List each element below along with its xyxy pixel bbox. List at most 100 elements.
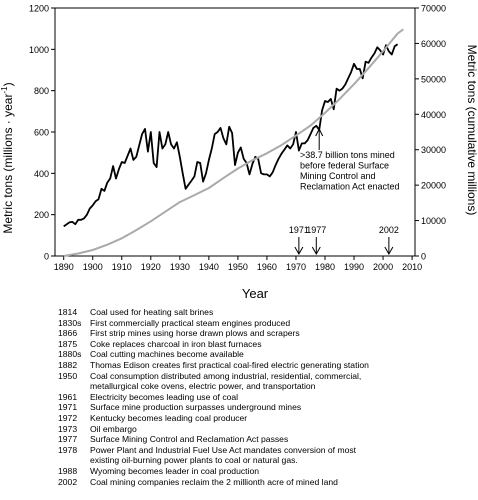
callout-text-line: before federal Surface [300,161,389,171]
timeline-row: 1814 Coal used for heating salt brines [58,307,473,318]
timeline-event: Surface Mining Control and Reclamation A… [90,434,289,445]
y-right-tick-label: 70000 [421,4,446,14]
y-right-tick-label: 50000 [421,74,446,84]
timeline-row: 1977 Surface Mining Control and Reclamati… [58,434,473,445]
timeline-event: Oil embargo [90,423,137,434]
x-tick-label: 1940 [199,262,219,272]
y-right-tick-label: 40000 [421,110,446,120]
timeline-row: 1972 Kentucky becomes leading coal produc… [58,413,473,424]
x-tick-label: 1980 [315,262,335,272]
timeline-row: 1973 Oil embargo [58,424,473,435]
timeline-year: 1977 [58,434,78,445]
timeline-year: 1950 [58,370,78,381]
y-left-tick-label: 800 [34,86,49,96]
x-tick-label: 1990 [344,262,364,272]
y-axis-right-ticks: 0 10000 20000 30000 40000 50000 60000 70000 [415,4,446,262]
y-axis-left-label-superscript: -1 [0,86,9,94]
y-axis-left-label-main: Metric tons (millions · year [1,94,15,234]
y-axis-left-label-close: ) [1,82,15,86]
x-tick-label: 1960 [257,262,277,272]
timeline-event: Coke replaces charcoal in iron blast fur… [90,338,262,349]
timeline-year: 2002 [58,476,78,487]
annotation-year-label: 1977 [306,225,326,235]
callout-text: >38.7 billion tons mined before federal S… [300,150,400,192]
timeline-event: Surface mine production surpasses underg… [90,402,302,413]
timeline-event: Thomas Edison creates first practical co… [90,359,369,370]
callout-text-line: Mining Control and [300,171,376,181]
timeline-event: Coal consumption distributed among indus… [90,370,362,392]
timeline-event: Kentucky becomes leading coal producer [90,412,248,423]
timeline-event: Coal cutting machines become available [90,349,244,360]
x-tick-label: 1890 [54,262,74,272]
x-tick-label: 1950 [228,262,248,272]
timeline-row: 1950 Coal consumption distributed among i… [58,371,473,392]
x-tick-label: 1930 [170,262,190,272]
timeline-row: 1988 Wyoming becomes leader in coal produ… [58,466,473,477]
y-right-tick-label: 30000 [421,145,446,155]
timeline-row: 2002 Coal mining companies reclaim the 2 … [58,477,473,488]
annotation-year-label: 1971 [289,225,309,235]
timeline-event: Power Plant and Industrial Fuel Use Act … [90,444,357,466]
timeline-year: 1880s [58,349,82,360]
timeline-row: 1961 Electricity becomes leading use of c… [58,392,473,403]
x-tick-label: 2010 [402,262,422,272]
callout-arrow-head [315,127,324,137]
timeline-row: 1880s Coal cutting machines become availa… [58,349,473,360]
annotation-year-label: 2002 [379,225,399,235]
timeline-year: 1814 [58,307,78,317]
timeline-event: Wyoming becomes leader in coal productio… [90,465,260,476]
coal-production-chart: 1890 1900 1910 1920 1930 1940 1950 1960 1970 1980… [0,4,478,301]
timeline-year: 1978 [58,444,78,455]
coal-history-timeline: 1814 Coal used for heating salt brines 183… [58,307,473,487]
plot-frame [54,7,416,257]
y-right-tick-label: 0 [421,252,426,262]
plot-border [54,7,416,257]
callout-text-line: Reclamation Act enacted [300,182,400,192]
annual-production-line [63,43,399,228]
y-left-tick-label: 400 [34,169,49,179]
annotation-arrow-head [384,246,394,256]
y-right-tick-label: 60000 [421,39,446,49]
annotation-arrow-head [311,246,321,256]
timeline-event: First commercially practical steam engin… [90,317,291,328]
timeline-row: 1830s First commercially practical steam … [58,318,473,329]
timeline-row: 1882 Thomas Edison creates first practica… [58,360,473,371]
cumulative-production-line [63,28,404,257]
y-right-tick-label: 20000 [421,181,446,191]
y-left-tick-label: 1200 [29,4,49,14]
y-axis-right-label: Metric tons (cumulative millions) [465,45,478,216]
x-tick-label: 1910 [112,262,132,272]
callout-layer: >38.7 billion tons mined before federal S… [300,127,400,192]
y-axis-left-ticks: 0 200 400 600 800 1000 1200 [29,4,55,262]
x-tick-label: 1920 [141,262,161,272]
timeline-row: 1971 Surface mine production surpasses un… [58,402,473,413]
timeline-event: First strip mines using horse drawn plow… [90,328,300,339]
y-left-tick-label: 600 [34,128,49,138]
timeline-year: 1875 [58,338,78,349]
y-left-tick-label: 200 [34,210,49,220]
x-tick-label: 2000 [373,262,393,272]
series-layer [63,28,404,257]
callout-text-line: >38.7 billion tons mined [300,150,395,160]
annotation-arrow-head [294,246,304,256]
timeline-event: Electricity becomes leading use of coal [90,391,239,402]
timeline-year: 1961 [58,391,78,402]
x-tick-label: 1900 [83,262,103,272]
y-right-tick-label: 10000 [421,216,446,226]
timeline-year: 1988 [58,465,78,476]
timeline-year: 1971 [58,402,78,413]
timeline-year: 1830s [58,317,82,328]
timeline-row: 1978 Power Plant and Industrial Fuel Use … [58,445,473,466]
y-left-tick-label: 1000 [29,45,49,55]
y-axis-left-label: Metric tons (millions · year-1) [0,82,15,233]
x-axis-ticks: 1890 1900 1910 1920 1930 1940 1950 1960 1970 1980… [54,256,422,272]
timeline-year: 1973 [58,423,78,434]
x-tick-label: 1970 [286,262,306,272]
timeline-year: 1972 [58,412,78,423]
timeline-year: 1882 [58,359,78,370]
timeline-event: Coal mining companies reclaim the 2 mill… [90,476,338,487]
timeline-row: 1866 First strip mines using horse drawn … [58,328,473,339]
timeline-year: 1866 [58,328,78,339]
timeline-event: Coal used for heating salt brines [90,307,214,317]
